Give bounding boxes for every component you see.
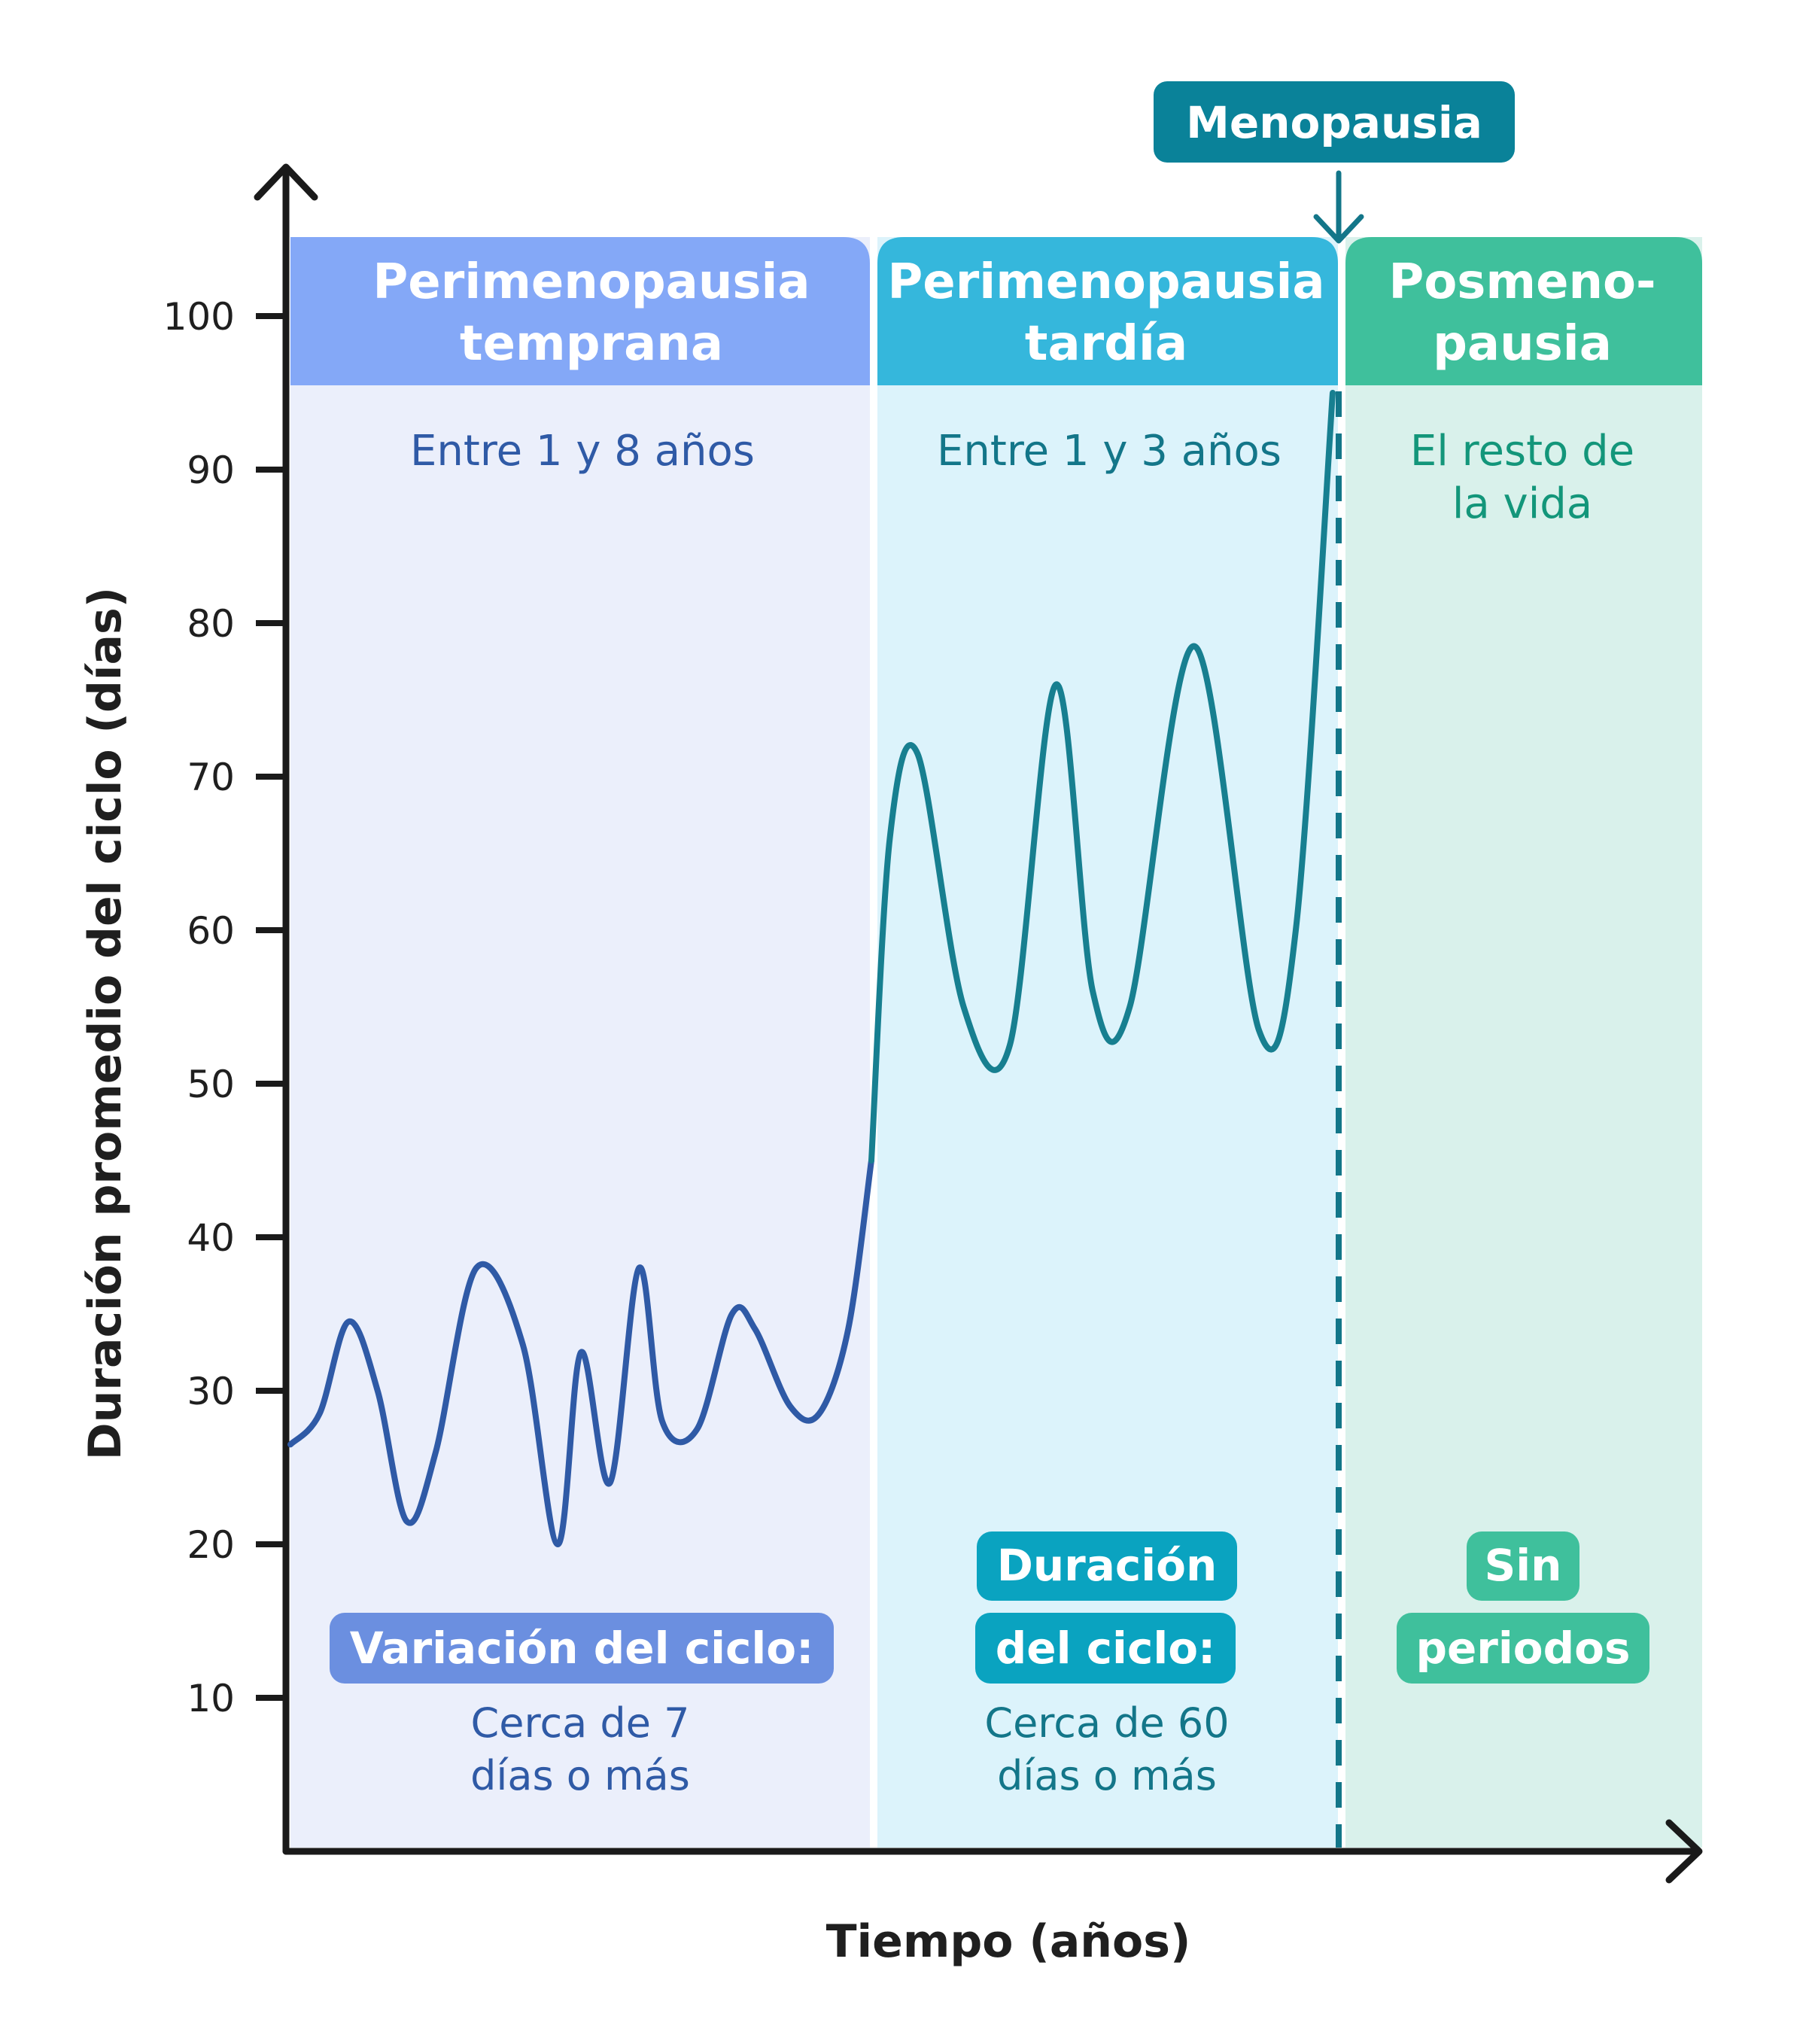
- phase-late-note-line2: días o más: [997, 1752, 1217, 1799]
- phase-post-badge-line1: [1467, 1531, 1579, 1601]
- y-tick-label: 30: [187, 1370, 235, 1413]
- phase-late-duration: Entre 1 y 3 años: [937, 427, 1282, 476]
- phase-post-duration-line1: El resto de: [1410, 427, 1634, 476]
- phase-late-header: [877, 237, 1338, 385]
- y-tick-label: 80: [187, 602, 235, 646]
- y-tick-label: 60: [187, 909, 235, 953]
- phase-late-note-line1: Cerca de 60: [984, 1699, 1229, 1747]
- y-tick-label: 100: [163, 295, 235, 339]
- series-late-line: [868, 390, 1336, 1163]
- menopause-arrow: [1313, 170, 1364, 244]
- phase-post-badge-text-line2: periodos: [1415, 1623, 1630, 1674]
- x-axis-label: Tiempo (años): [826, 1915, 1191, 1968]
- phase-post-badge-text-line1: Sin: [1485, 1540, 1562, 1591]
- phase-early-duration: Entre 1 y 8 años: [410, 427, 755, 476]
- y-tick-label: 70: [187, 756, 235, 799]
- y-tick-label: 50: [187, 1063, 235, 1106]
- phase-post-header: [1345, 237, 1702, 385]
- phase-late-badge-text-line2: del ciclo:: [996, 1623, 1216, 1674]
- series-early-line: [287, 1157, 874, 1548]
- phase-early-header: [290, 237, 870, 385]
- y-axis-label: Duración promedio del ciclo (días): [79, 587, 132, 1460]
- phase-late-badge-text-line1: Duración: [997, 1540, 1218, 1591]
- phase-early-title-line1: Perimenopausia: [372, 254, 810, 310]
- y-tick-label: 90: [187, 449, 235, 492]
- phase-post-duration-line2: la vida: [1452, 479, 1592, 528]
- y-axis-arrow: [254, 163, 318, 201]
- y-tick-label: 40: [187, 1216, 235, 1260]
- menopause-label-badge: [1154, 81, 1515, 163]
- phase-early-note-line1: Cerca de 7: [471, 1699, 690, 1747]
- phase-post-title-line1: Posmeno-: [1388, 254, 1655, 310]
- phase-early-background: [290, 237, 870, 1848]
- phase-early-badge: [330, 1613, 834, 1684]
- phase-post-badge-line2: [1397, 1613, 1649, 1684]
- phase-post-title-line2: pausia: [1433, 316, 1612, 372]
- y-tick-label: 20: [187, 1523, 235, 1567]
- x-axis-arrow: [1665, 1819, 1703, 1884]
- phase-panels: Perimenopausia temprana Perimenopausia t…: [290, 237, 1702, 1848]
- y-tick-label: 10: [187, 1677, 235, 1720]
- phase-late-badge-line2: [975, 1613, 1236, 1684]
- phase-post-background: [1345, 237, 1702, 1848]
- phase-late-title-line1: Perimenopausia: [887, 254, 1324, 310]
- phase-early-title-line2: temprana: [460, 316, 723, 372]
- axes: [254, 163, 1703, 1884]
- phase-late-title-line2: tardía: [1025, 316, 1187, 372]
- phase-early-badge-text: Variación del ciclo:: [350, 1623, 814, 1674]
- phase-late-badge-line1: [977, 1531, 1237, 1601]
- y-ticks: 10 20 30 40 50 60 70 80 90 100: [163, 295, 286, 1720]
- menopause-label: Menopausia: [1186, 97, 1482, 148]
- phase-early-note-line2: días o más: [470, 1752, 690, 1799]
